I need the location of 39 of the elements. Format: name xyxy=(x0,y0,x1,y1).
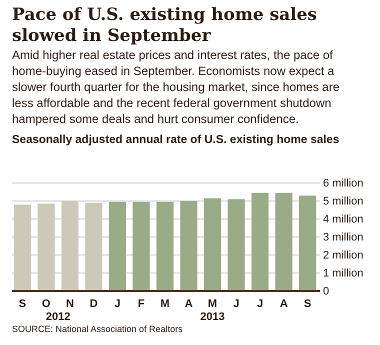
bar xyxy=(251,192,269,291)
y-axis-title: Seasonally adjusted annual rate of U.S. existing home sales xyxy=(12,134,340,146)
bar xyxy=(61,201,79,291)
bar xyxy=(132,202,150,291)
bar xyxy=(180,201,198,291)
x-tick-label: S xyxy=(304,298,312,310)
x-tick-label: A xyxy=(184,298,193,310)
chart-subtitle: Amid higher real estate prices and interest rates, the pace of home-buying eased in September. Economists now expect a slower fourth quarter for the housing market, since homes are less affordable and the recent federal government shutdown hampered some deals and hurt consumer confidence. xyxy=(12,48,340,126)
x-tick-label: M xyxy=(160,298,170,310)
x-tick-label: S xyxy=(18,298,26,310)
bar xyxy=(204,198,222,291)
y-tick-label: 6 million xyxy=(323,178,364,190)
bar xyxy=(298,196,316,291)
x-tick-label: A xyxy=(280,298,288,310)
y-tick-label: 1 million xyxy=(323,268,364,280)
y-tick-label: 3 million xyxy=(323,232,364,244)
text: 2013 xyxy=(200,311,225,323)
x-tick-label: J xyxy=(114,298,121,310)
bar xyxy=(38,204,55,291)
source-note: SOURCE: National Association of Realtors xyxy=(12,324,184,334)
x-tick-label: J xyxy=(256,298,264,310)
bar xyxy=(85,202,102,291)
y-tick-label: 5 million xyxy=(323,196,364,208)
text: 2012 xyxy=(46,311,70,323)
y-tick-label: 2 million xyxy=(323,250,364,262)
bar xyxy=(156,202,174,291)
bar xyxy=(228,199,245,291)
x-tick-label: F xyxy=(138,298,145,310)
x-tick-label: J xyxy=(233,298,240,310)
y-tick-label: 4 million xyxy=(323,214,364,226)
x-tick-label: O xyxy=(42,298,51,310)
y-tick-label: 0 xyxy=(323,286,330,298)
chart-title: Pace of U.S. existing home sales slowed in September xyxy=(12,5,317,46)
x-tick-label: D xyxy=(90,298,98,310)
x-tick-label: M xyxy=(208,298,218,310)
bar xyxy=(108,202,126,291)
bar xyxy=(275,192,292,291)
x-tick-label: N xyxy=(66,298,74,310)
bar xyxy=(14,204,32,291)
